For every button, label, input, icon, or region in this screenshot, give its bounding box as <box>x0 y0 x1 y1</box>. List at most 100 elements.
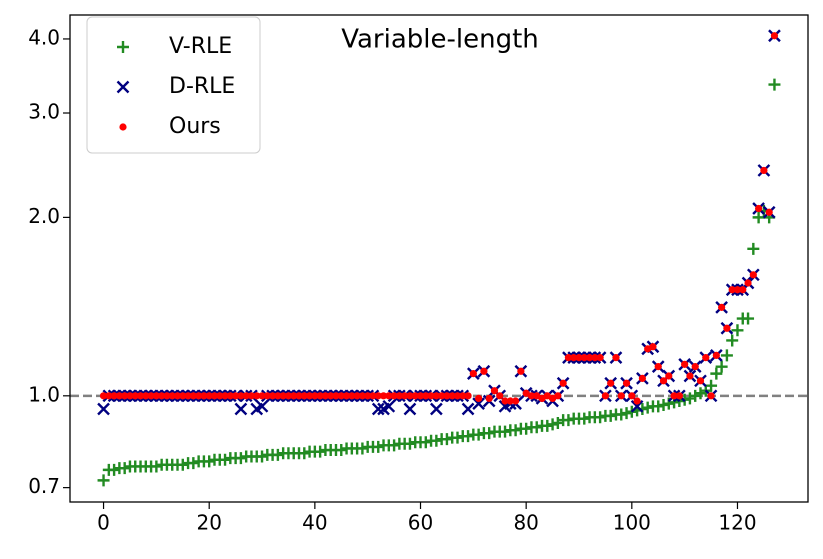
dot-marker <box>628 392 636 400</box>
dot-marker <box>585 354 594 362</box>
plus-marker <box>578 412 591 425</box>
plus-marker <box>271 448 284 461</box>
dot-marker <box>401 392 409 400</box>
dot-marker <box>131 392 139 400</box>
dot-marker <box>443 392 451 400</box>
dot-marker <box>617 392 625 400</box>
legend-label: Ours <box>169 114 221 139</box>
plus-marker <box>705 379 718 392</box>
plus-marker <box>689 389 702 402</box>
plus-marker <box>314 445 327 458</box>
dot-marker <box>744 279 752 287</box>
plus-marker <box>403 437 416 450</box>
x-marker <box>461 402 475 416</box>
plus-marker <box>462 430 475 443</box>
plus-marker <box>451 431 464 444</box>
dot-marker <box>173 392 182 400</box>
dot-marker <box>258 392 266 400</box>
plus-marker <box>604 409 617 422</box>
plus-marker <box>203 455 216 468</box>
dot-marker <box>633 397 641 405</box>
dot-marker <box>601 392 610 400</box>
dot-marker <box>274 392 282 400</box>
plus-marker <box>372 440 385 453</box>
dot-marker <box>226 392 234 400</box>
dot-marker <box>210 392 219 400</box>
dot-marker <box>353 392 361 400</box>
dot-marker <box>649 343 657 351</box>
dot-marker <box>659 377 668 385</box>
dot-marker <box>290 392 298 400</box>
dot-marker <box>422 392 430 400</box>
dot-marker <box>554 392 562 400</box>
dot-marker <box>369 392 377 400</box>
dot-marker <box>411 392 419 400</box>
plus-marker <box>430 434 443 447</box>
dot-marker <box>121 392 129 400</box>
plus-marker <box>530 421 543 434</box>
dot-marker <box>305 392 314 400</box>
dot-marker <box>184 392 192 400</box>
y-tick-label: 2.0 <box>28 204 60 228</box>
dot-marker <box>321 392 330 400</box>
dot-marker <box>147 392 155 400</box>
plus-marker <box>150 460 163 473</box>
plus-marker <box>694 387 707 400</box>
dot-marker <box>327 392 335 400</box>
dot-marker <box>686 372 694 380</box>
plus-marker <box>710 367 723 380</box>
x-marker <box>116 80 130 94</box>
y-tick-label: 1.0 <box>28 382 60 406</box>
dot-marker <box>205 392 213 400</box>
dot-marker <box>300 392 308 400</box>
plus-marker <box>234 452 247 465</box>
dot-marker <box>665 372 673 380</box>
x-marker <box>97 402 110 416</box>
dot-marker <box>179 392 187 400</box>
dot-marker <box>607 379 615 387</box>
dot-marker <box>358 392 367 400</box>
plus-marker <box>117 41 129 53</box>
dot-marker <box>268 392 277 400</box>
x-marker <box>382 399 396 413</box>
dot-marker <box>728 286 736 294</box>
x-marker <box>472 397 485 411</box>
dot-marker <box>221 392 229 400</box>
x-tick-label: 60 <box>408 511 433 535</box>
dot-marker <box>99 392 108 400</box>
dot-marker <box>755 204 763 213</box>
dot-marker <box>559 379 567 387</box>
dot-marker <box>760 166 768 175</box>
dot-marker <box>119 123 127 131</box>
dot-marker <box>480 367 488 375</box>
dot-marker <box>158 392 166 400</box>
dot-marker <box>469 370 477 378</box>
plus-marker <box>520 422 533 435</box>
plus-marker <box>683 392 696 405</box>
dot-marker <box>242 392 250 400</box>
dot-marker <box>195 392 203 400</box>
dot-marker <box>459 392 467 400</box>
dot-marker <box>342 392 351 400</box>
dot-marker <box>765 208 773 216</box>
plus-marker <box>419 436 432 449</box>
plus-marker <box>509 424 522 437</box>
dot-marker <box>232 392 240 400</box>
plus-marker <box>298 447 311 460</box>
dot-marker <box>702 354 710 362</box>
dot-marker <box>696 377 705 385</box>
dot-marker <box>295 392 303 400</box>
plus-marker <box>615 408 628 421</box>
x-marker <box>403 402 417 416</box>
dot-marker <box>126 392 134 400</box>
dot-marker <box>739 286 747 294</box>
chart-title: Variable-length <box>341 25 539 55</box>
dot-marker <box>707 392 715 400</box>
y-tick-label: 0.7 <box>28 474 60 498</box>
dot-marker <box>749 271 757 279</box>
dot-marker <box>654 363 662 371</box>
plus-marker <box>440 433 453 446</box>
dot-marker <box>163 392 171 400</box>
x-tick-label: 40 <box>302 511 327 535</box>
dot-marker <box>670 392 678 400</box>
